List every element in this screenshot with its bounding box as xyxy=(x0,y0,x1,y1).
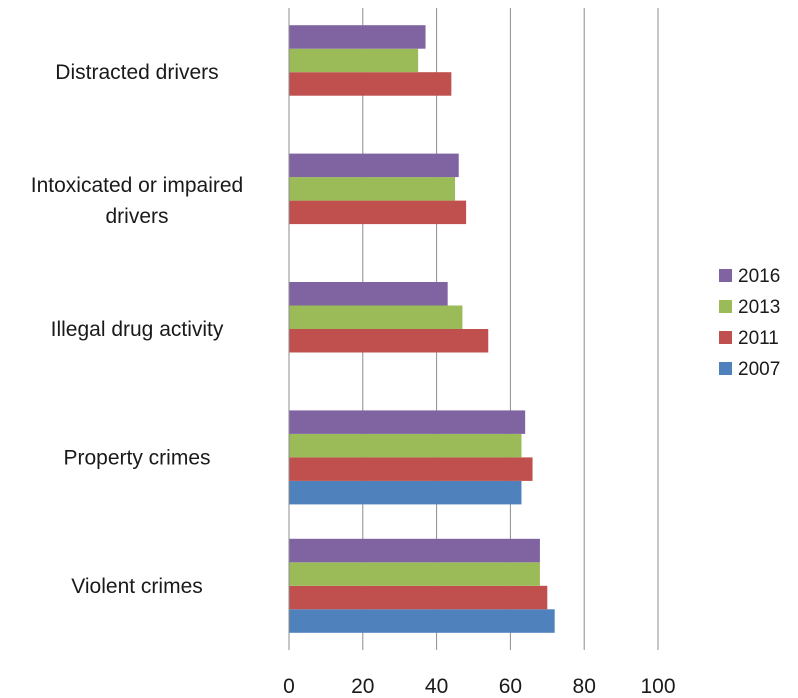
legend-swatch-2007 xyxy=(719,362,732,375)
bar-2016 xyxy=(289,538,540,563)
category-labels: Violent crimes Property crimes Illegal dru… xyxy=(31,61,243,598)
x-tick-label: 0 xyxy=(283,675,295,698)
bar-2013 xyxy=(289,562,540,586)
category-label: Distracted drivers xyxy=(55,61,218,84)
x-tick-label: 60 xyxy=(499,675,522,698)
category-label: Property crimes xyxy=(63,446,210,469)
bar-2011 xyxy=(289,329,489,353)
x-tick-label: 40 xyxy=(425,675,448,698)
bar-2016 xyxy=(289,153,459,178)
bar-2016 xyxy=(289,410,526,434)
bar-2007 xyxy=(289,609,555,633)
bar-2016 xyxy=(289,25,426,49)
legend: 2016 2013 2011 2007 xyxy=(719,266,780,380)
bar-2011 xyxy=(289,457,533,481)
legend-swatch-2011 xyxy=(719,331,732,344)
legend-swatch-2016 xyxy=(719,269,732,282)
bar-2011 xyxy=(289,200,467,225)
category-label: Illegal drug activity xyxy=(51,318,224,341)
x-tick-label: 100 xyxy=(640,675,675,698)
bar-2016 xyxy=(289,282,448,306)
category-label: Intoxicated or impaired drivers xyxy=(31,174,243,228)
legend-label-2007: 2007 xyxy=(738,359,780,380)
bar-2013 xyxy=(289,177,456,201)
bars xyxy=(289,25,555,633)
x-tick-labels: 0 20 40 60 80 100 xyxy=(283,675,675,698)
bar-2011 xyxy=(289,585,548,610)
bar-2013 xyxy=(289,305,463,329)
bar-2013 xyxy=(289,433,522,458)
legend-label-2013: 2013 xyxy=(738,297,780,318)
bar-2007 xyxy=(289,480,522,505)
legend-label-2011: 2011 xyxy=(738,328,779,349)
legend-swatch-2013 xyxy=(719,300,732,313)
x-tick-label: 20 xyxy=(351,675,374,698)
legend-label-2016: 2016 xyxy=(738,266,780,287)
x-tick-label: 80 xyxy=(573,675,596,698)
bar-2013 xyxy=(289,48,419,73)
bar-2011 xyxy=(289,72,452,96)
category-label: Violent crimes xyxy=(71,575,203,598)
